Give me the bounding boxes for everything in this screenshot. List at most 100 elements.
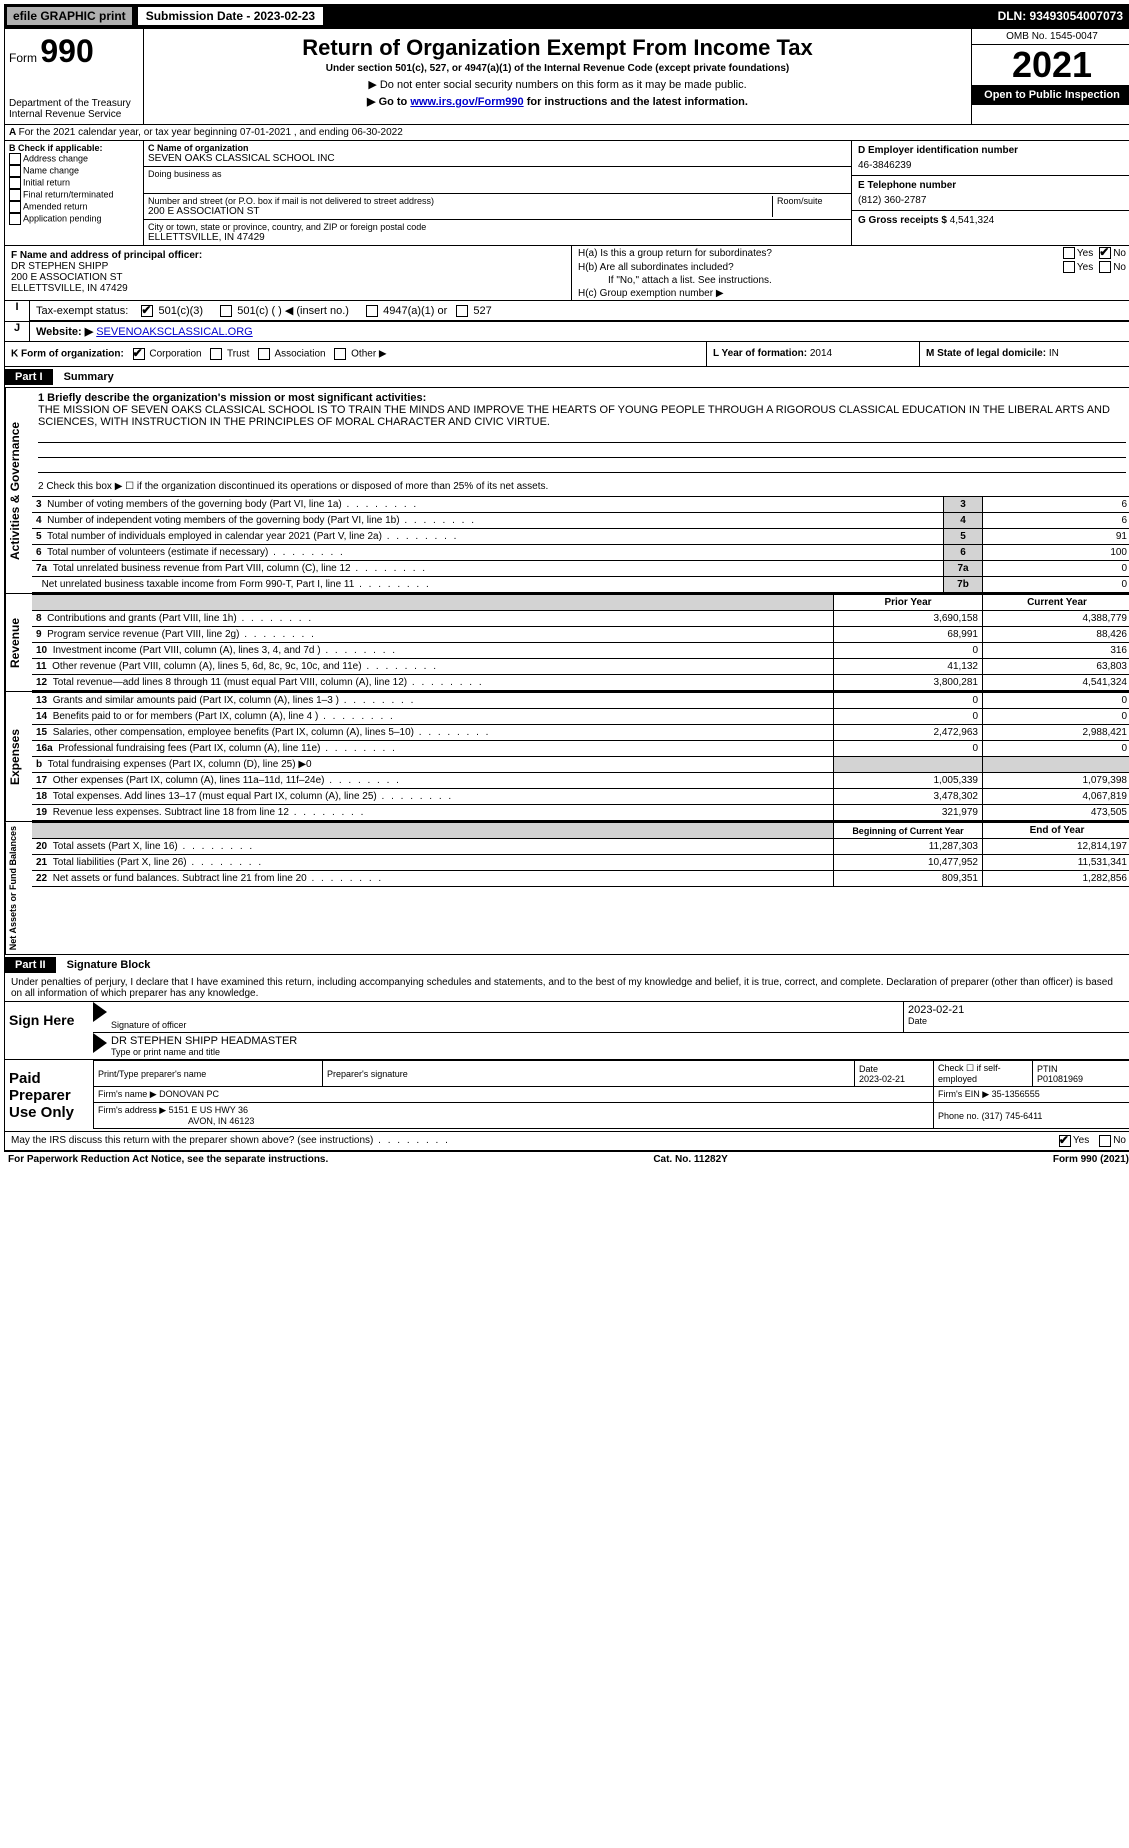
chk-initial[interactable] <box>9 177 21 189</box>
website-link[interactable]: SEVENOAKSCLASSICAL.ORG <box>96 326 253 338</box>
chk-discuss-yes[interactable] <box>1059 1135 1071 1147</box>
chk-527[interactable] <box>456 305 468 317</box>
opt-name: Name change <box>23 165 79 175</box>
print-name-label: Type or print name and title <box>111 1047 1128 1057</box>
exp-b-desc: Total fundraising expenses (Part IX, col… <box>48 759 312 770</box>
form-title: Return of Organization Exempt From Incom… <box>152 35 963 61</box>
chk-name-change[interactable] <box>9 165 21 177</box>
mission-label: 1 Briefly describe the organization's mi… <box>38 392 1126 404</box>
chk-4947[interactable] <box>366 305 378 317</box>
net-table: Beginning of Current Year End of Year 20… <box>32 822 1129 887</box>
year-formation: 2014 <box>810 348 832 359</box>
cat-no: Cat. No. 11282Y <box>653 1154 727 1165</box>
city-label: City or town, state or province, country… <box>148 222 847 232</box>
revenue-table: Prior Year Current Year 8 Contributions … <box>32 594 1129 691</box>
current-year-head: Current Year <box>983 595 1129 611</box>
website-label: Website: ▶ <box>36 326 93 338</box>
self-emp-head: Check ☐ if self-employed <box>934 1061 1033 1087</box>
table-row: 15 Salaries, other compensation, employe… <box>32 725 1129 741</box>
tax-year: 2021 <box>972 45 1129 85</box>
officer-addr1: 200 E ASSOCIATION ST <box>11 272 565 283</box>
prep-name-head: Print/Type preparer's name <box>94 1061 323 1087</box>
table-row: 20 Total assets (Part X, line 16)11,287,… <box>32 839 1129 855</box>
pra-notice: For Paperwork Reduction Act Notice, see … <box>8 1154 328 1165</box>
form990-link[interactable]: www.irs.gov/Form990 <box>410 96 523 108</box>
chk-hb-yes[interactable] <box>1063 261 1075 273</box>
chk-501c3[interactable] <box>141 305 153 317</box>
governance-table: 3 Number of voting members of the govern… <box>32 496 1129 593</box>
chk-pending[interactable] <box>9 213 21 225</box>
chk-final[interactable] <box>9 189 21 201</box>
chk-ha-no[interactable] <box>1099 247 1111 259</box>
box-b-heading: B Check if applicable: <box>9 143 139 153</box>
firm-name: DONOVAN PC <box>159 1089 219 1099</box>
l-label: L Year of formation: <box>713 348 807 359</box>
ha-yes: Yes <box>1077 248 1093 259</box>
opt-other: Other ▶ <box>351 349 386 360</box>
firm-phone: (317) 745-6411 <box>982 1111 1043 1121</box>
i-j-row: I Tax-exempt status: 501(c)(3) 501(c) ( … <box>5 301 1129 322</box>
addr-label: Number and street (or P.O. box if mail i… <box>148 196 772 206</box>
org-name: SEVEN OAKS CLASSICAL SCHOOL INC <box>148 153 847 164</box>
irs-label: Internal Revenue Service <box>9 109 139 120</box>
table-row: 10 Investment income (Part VIII, column … <box>32 643 1129 659</box>
goto-note: ▶ Go to www.irs.gov/Form990 for instruct… <box>152 95 963 108</box>
chk-corp[interactable] <box>133 348 145 360</box>
hb-label: H(b) Are all subordinates included? <box>578 262 1063 273</box>
opt-address: Address change <box>23 153 88 163</box>
i-marker: I <box>5 301 30 321</box>
firm-addr2: AVON, IN 46123 <box>98 1116 254 1126</box>
net-prior-head: Beginning of Current Year <box>834 823 983 839</box>
chk-501c[interactable] <box>220 305 232 317</box>
gross-value: 4,541,324 <box>950 215 995 226</box>
sidebar-governance: Activities & Governance <box>5 388 32 593</box>
chk-ha-yes[interactable] <box>1063 247 1075 259</box>
table-row: 16a Professional fundraising fees (Part … <box>32 741 1129 757</box>
chk-address-change[interactable] <box>9 153 21 165</box>
mission-text: THE MISSION OF SEVEN OAKS CLASSICAL SCHO… <box>38 404 1126 428</box>
table-row: 7a Total unrelated business revenue from… <box>32 561 1129 577</box>
table-row: 12 Total revenue—add lines 8 through 11 … <box>32 675 1129 691</box>
ein-label: D Employer identification number <box>858 145 1126 156</box>
chk-assoc[interactable] <box>258 348 270 360</box>
efile-label: efile GRAPHIC print <box>6 6 133 26</box>
c-name-label: C Name of organization <box>148 143 847 153</box>
firm-ein-label: Firm's EIN ▶ <box>938 1089 989 1099</box>
chk-discuss-no[interactable] <box>1099 1135 1111 1147</box>
omb-number: OMB No. 1545-0047 <box>972 29 1129 45</box>
expense-table: 13 Grants and similar amounts paid (Part… <box>32 692 1129 821</box>
chk-other[interactable] <box>334 348 346 360</box>
form-header: Form 990 Department of the Treasury Inte… <box>5 29 1129 125</box>
box-b: B Check if applicable: Address change Na… <box>5 141 144 245</box>
dln: DLN: 93493054007073 <box>998 9 1129 23</box>
table-row: 19 Revenue less expenses. Subtract line … <box>32 805 1129 821</box>
chk-amended[interactable] <box>9 201 21 213</box>
opt-trust: Trust <box>227 349 249 360</box>
sig-date-label: Date <box>908 1016 1128 1026</box>
firm-name-label: Firm's name ▶ <box>98 1089 157 1099</box>
table-row: 5 Total number of individuals employed i… <box>32 529 1129 545</box>
firm-addr1: 5151 E US HWY 36 <box>169 1105 248 1115</box>
table-row: 17 Other expenses (Part IX, column (A), … <box>32 773 1129 789</box>
part2-title: Signature Block <box>59 959 151 971</box>
chk-hb-no[interactable] <box>1099 261 1111 273</box>
table-row: 22 Net assets or fund balances. Subtract… <box>32 871 1129 887</box>
table-row: 3 Number of voting members of the govern… <box>32 497 1129 513</box>
arrow-icon-2 <box>93 1033 107 1053</box>
table-row: 6 Total number of volunteers (estimate i… <box>32 545 1129 561</box>
opt-amended: Amended return <box>23 201 88 211</box>
firm-phone-label: Phone no. <box>938 1111 979 1121</box>
paid-label: Paid Preparer Use Only <box>5 1060 93 1131</box>
sidebar-expenses: Expenses <box>5 692 32 821</box>
k-label: K Form of organization: <box>11 349 124 360</box>
opt-corp: Corporation <box>149 349 201 360</box>
ptin-val: P01081969 <box>1037 1074 1083 1084</box>
opt-501c3: 501(c)(3) <box>158 305 203 317</box>
chk-trust[interactable] <box>210 348 222 360</box>
footer-form: Form 990 (2021) <box>1053 1154 1129 1165</box>
part1-title: Summary <box>56 371 114 383</box>
hc-label: H(c) Group exemption number ▶ <box>578 288 724 299</box>
form-word: Form <box>9 51 37 65</box>
table-row: Net unrelated business taxable income fr… <box>32 577 1129 593</box>
ssn-note: ▶ Do not enter social security numbers o… <box>152 78 963 91</box>
